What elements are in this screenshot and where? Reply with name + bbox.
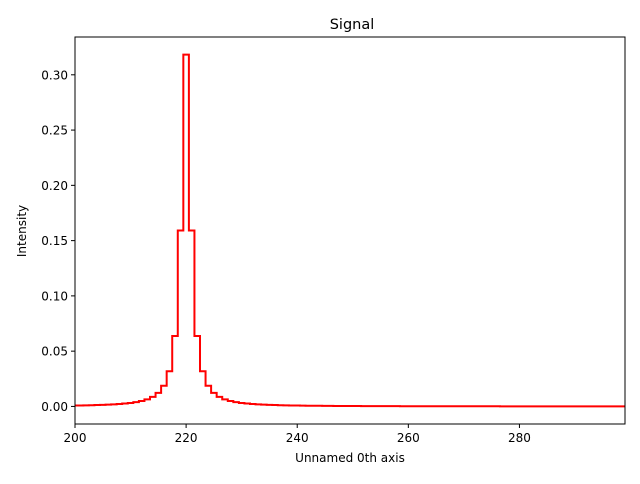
axes-frame <box>74 36 626 425</box>
y-tick-label: 0.30 <box>41 68 68 82</box>
x-tick-label: 220 <box>175 431 198 445</box>
x-axis-ticks: 200 220 240 260 280 <box>64 424 531 445</box>
signal-line <box>75 53 625 408</box>
y-tick-label: 0.10 <box>41 289 68 303</box>
y-tick-label: 0.15 <box>41 234 68 248</box>
chart-title: Signal <box>330 17 375 33</box>
y-tick-label: 0.00 <box>41 400 68 414</box>
x-tick-label: 280 <box>508 431 531 445</box>
x-tick-label: 200 <box>64 431 87 445</box>
x-axis-label: Unnamed 0th axis <box>295 451 405 465</box>
x-tick-label: 260 <box>397 431 420 445</box>
y-axis-label: Intensity <box>15 205 29 257</box>
y-tick-label: 0.20 <box>41 179 68 193</box>
y-tick-label: 0.25 <box>41 124 68 138</box>
y-axis-ticks: 0.00 0.05 0.10 0.15 0.20 0.25 0.30 <box>41 68 75 414</box>
y-tick-label: 0.05 <box>41 345 68 359</box>
plot-area <box>75 53 625 408</box>
x-tick-label: 240 <box>286 431 309 445</box>
